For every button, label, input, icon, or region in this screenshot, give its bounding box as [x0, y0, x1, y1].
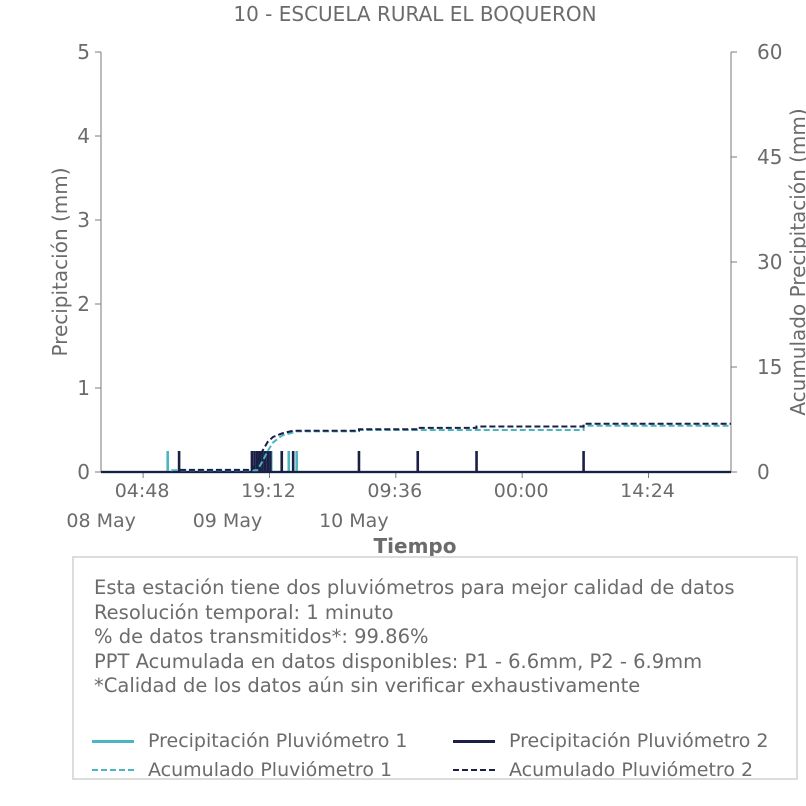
- x-tick-label: 04:48: [115, 480, 170, 502]
- x-tick-label: 00:00: [494, 480, 549, 502]
- y-tick-label-left: 1: [77, 376, 90, 400]
- info-line: % de datos transmitidos*: 99.86%: [94, 625, 429, 648]
- rainfall-chart: 10 - ESCUELA RURAL EL BOQUERON 012345015…: [48, 2, 806, 556]
- y-tick-label-right: 60: [757, 40, 782, 64]
- accumulated-line: [101, 424, 731, 473]
- legend-label: Precipitación Pluviómetro 2: [509, 730, 769, 752]
- x-tick-label: 09:36: [367, 480, 422, 502]
- y-tick-label-right: 15: [757, 355, 782, 379]
- y-axis-label-right: Acumulado Precipitación (mm): [786, 108, 806, 415]
- x-tick-date-label: 10 May: [319, 510, 389, 532]
- y-tick-label-left: 4: [77, 124, 90, 148]
- x-tick-label: 19:12: [241, 480, 296, 502]
- chart-legend: Precipitación Pluviómetro 1 Precipitació…: [92, 730, 792, 782]
- x-tick-label: 14:24: [620, 480, 675, 502]
- legend-swatch-dashed: [92, 769, 134, 771]
- info-line: Esta estación tiene dos pluviómetros par…: [94, 576, 735, 599]
- legend-swatch-solid: [92, 739, 134, 743]
- info-line: *Calidad de los datos aún sin verificar …: [94, 674, 641, 697]
- y-tick-label-left: 2: [77, 292, 90, 316]
- accumulated-line: [101, 422, 731, 473]
- info-line: Resolución temporal: 1 minuto: [94, 600, 394, 624]
- y-tick-label-right: 0: [757, 460, 770, 484]
- legend-swatch-solid: [453, 739, 495, 743]
- legend-label: Precipitación Pluviómetro 1: [148, 730, 408, 752]
- y-tick-label-right: 45: [757, 145, 782, 169]
- info-box: Esta estación tiene dos pluviómetros par…: [72, 556, 798, 782]
- info-line: PPT Acumulada en datos disponibles: P1 -…: [94, 649, 703, 673]
- y-tick-label-left: 5: [77, 40, 90, 64]
- series-layer: [101, 422, 731, 474]
- x-tick-date-label: 08 May: [66, 510, 136, 532]
- y-tick-label-left: 3: [77, 208, 90, 232]
- legend-item: Acumulado Pluviómetro 1: [92, 759, 392, 781]
- x-tick-date-label: 09 May: [193, 510, 263, 532]
- legend-item: Precipitación Pluviómetro 2: [453, 730, 769, 752]
- legend-swatch-dashed: [453, 769, 495, 771]
- info-text: Esta estación tiene dos pluviómetros par…: [94, 576, 735, 699]
- legend-item: Acumulado Pluviómetro 2: [453, 759, 753, 781]
- x-axis-label: Tiempo: [374, 534, 457, 556]
- legend-label: Acumulado Pluviómetro 2: [509, 759, 754, 781]
- chart-title: 10 - ESCUELA RURAL EL BOQUERON: [233, 2, 596, 26]
- legend-item: Precipitación Pluviómetro 1: [92, 730, 408, 752]
- y-tick-label-right: 30: [757, 250, 782, 274]
- y-tick-label-left: 0: [77, 460, 90, 484]
- legend-label: Acumulado Pluviómetro 1: [148, 759, 393, 781]
- y-axis-label-left: Precipitación (mm): [48, 167, 72, 356]
